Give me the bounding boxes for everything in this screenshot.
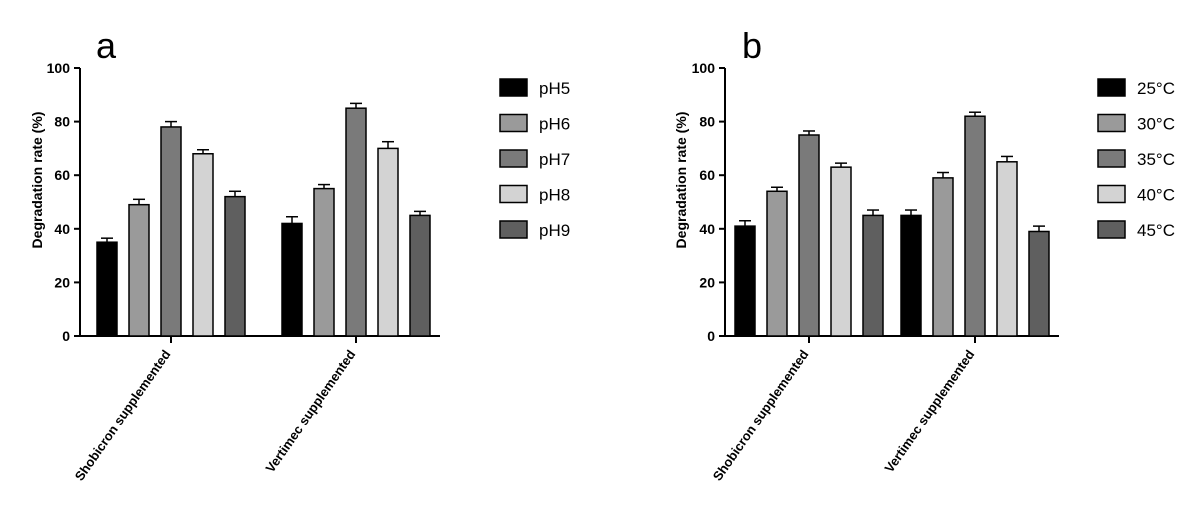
legend-swatch-pH6 [499, 113, 528, 133]
x-category-label: Vertimec supplemented [881, 347, 977, 475]
legend-swatch-pH5 [499, 78, 528, 97]
y-tick-label: 100 [692, 60, 716, 76]
y-tick-label: 0 [707, 328, 715, 344]
bar-pH9 [224, 195, 246, 337]
bar-35°C [798, 134, 820, 337]
y-tick-label: 80 [699, 114, 715, 130]
legend-label: pH9 [539, 221, 570, 240]
bar-35°C [964, 115, 986, 337]
bar-pH8 [192, 153, 214, 337]
bar-25°C [900, 214, 922, 337]
bar-pH5 [281, 222, 303, 337]
bar-30°C [932, 177, 954, 337]
legend-label: 40°C [1137, 186, 1175, 205]
legend-label: 25°C [1137, 79, 1175, 98]
y-tick-label: 0 [62, 328, 70, 344]
bar-40°C [830, 166, 852, 337]
y-tick-label: 60 [54, 167, 70, 183]
panel-a: a Degradation rate (%) 0 20 40 60 80 100 Shobi… [29, 25, 570, 484]
y-tick-label: 20 [699, 274, 715, 290]
bar-45°C [1028, 230, 1050, 337]
bar-pH8 [377, 147, 399, 337]
panel-b: b Degradation rate (%) 0 20 40 60 80 100 Shobi… [673, 25, 1175, 484]
legend-swatch-pH7 [499, 149, 528, 168]
legend-label: pH6 [539, 115, 570, 134]
legend-label: pH7 [539, 150, 570, 169]
bar-pH7 [160, 126, 182, 337]
panel-letter: b [742, 25, 762, 66]
legend-label: 45°C [1137, 221, 1175, 240]
y-tick-label: 20 [54, 274, 70, 290]
bar-30°C [766, 190, 788, 337]
y-tick-label: 60 [699, 167, 715, 183]
bar-25°C [734, 225, 756, 337]
bar-45°C [862, 214, 884, 337]
legend-label: pH8 [539, 186, 570, 205]
legend-swatch-pH9 [499, 220, 528, 239]
y-tick-label: 80 [54, 114, 70, 130]
panel-letter: a [96, 25, 117, 66]
legend-label: pH5 [539, 79, 570, 98]
x-category-label: Shobicron supplemented [710, 347, 812, 483]
bar-40°C [996, 161, 1018, 337]
bar-pH6 [313, 187, 335, 337]
legend-swatch-pH8 [499, 184, 528, 204]
bar-pH7 [345, 107, 367, 337]
legend-label: 30°C [1137, 115, 1175, 134]
y-axis-label: Degradation rate (%) [673, 112, 689, 249]
x-category-label: Vertimec supplemented [262, 347, 358, 475]
y-tick-label: 100 [47, 60, 71, 76]
bar-pH9 [409, 214, 431, 337]
legend-swatch-25°C [1097, 78, 1126, 97]
y-tick-label: 40 [699, 221, 715, 237]
bar-pH5 [96, 241, 118, 337]
y-axis-label: Degradation rate (%) [29, 112, 45, 249]
legend-label: 35°C [1137, 150, 1175, 169]
bar-pH6 [128, 203, 150, 337]
legend-swatch-30°C [1097, 113, 1126, 133]
legend-swatch-40°C [1097, 184, 1126, 204]
legend-swatch-35°C [1097, 149, 1126, 168]
y-tick-label: 40 [54, 221, 70, 237]
x-category-label: Shobicron supplemented [72, 347, 174, 483]
legend-swatch-45°C [1097, 220, 1126, 239]
